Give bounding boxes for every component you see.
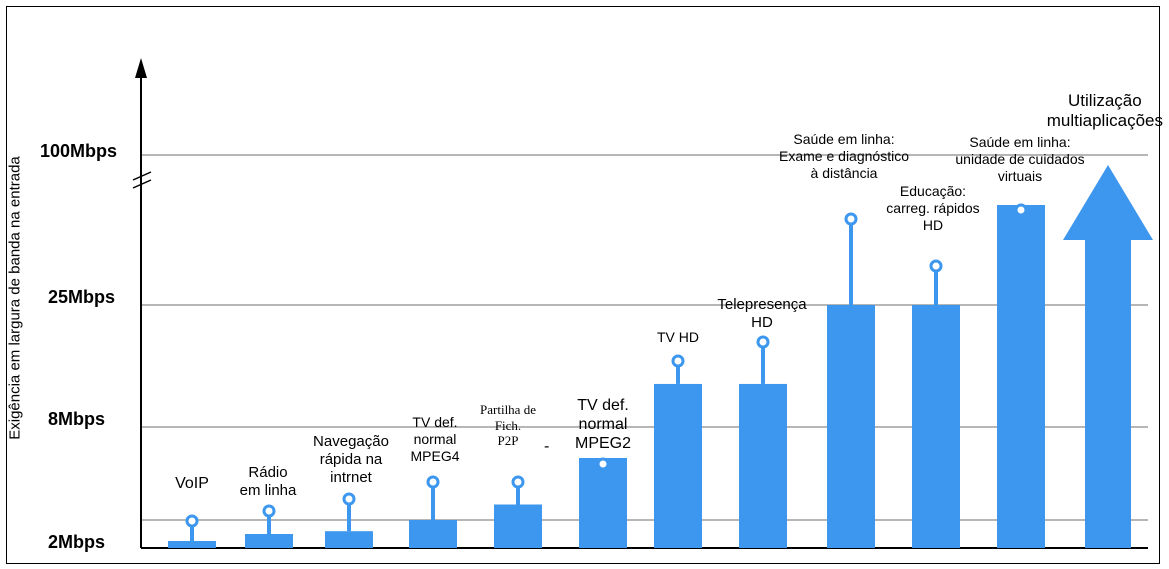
bar-node bbox=[262, 504, 276, 518]
bar-node bbox=[756, 335, 770, 349]
y-axis-label: Exigência em largura de banda na entrada bbox=[6, 156, 24, 440]
stray-dash-mark: - bbox=[544, 438, 550, 455]
category-label: TV HD bbox=[657, 329, 699, 345]
bar-arrow-multiapplication bbox=[1063, 165, 1153, 548]
bar bbox=[654, 383, 702, 548]
bar-node bbox=[844, 212, 858, 226]
axis-break-mark-1 bbox=[132, 171, 152, 181]
y-tick-label: 100Mbps bbox=[40, 141, 118, 161]
category-label: TV def. normal MPEG4 bbox=[410, 414, 460, 464]
category-label: Saúde em linha: Exame e diagnóstico à di… bbox=[779, 131, 909, 181]
bar-node bbox=[511, 475, 525, 489]
category-label: Educação: carreg. rápidos HD bbox=[886, 183, 980, 233]
bar bbox=[912, 305, 960, 548]
bar bbox=[325, 531, 373, 548]
bar bbox=[739, 383, 787, 548]
bar-node bbox=[671, 354, 685, 368]
category-label: Partilha de Fich. P2P bbox=[480, 402, 536, 449]
bar-node bbox=[1014, 203, 1028, 217]
bar-node bbox=[342, 492, 356, 506]
category-label: VoIP bbox=[175, 475, 209, 492]
category-label: Utilização multiaplicações bbox=[1046, 91, 1163, 131]
bar bbox=[168, 541, 216, 548]
category-label: Saúde em linha: unidade de cuidados virt… bbox=[955, 134, 1085, 184]
axes bbox=[132, 58, 1148, 549]
bar-node bbox=[426, 475, 440, 489]
y-tick-label: 25Mbps bbox=[48, 287, 116, 307]
bar bbox=[494, 504, 542, 548]
category-label: Telepresença HD bbox=[717, 296, 807, 331]
bar-node bbox=[929, 259, 943, 273]
bar bbox=[245, 534, 293, 548]
bar bbox=[579, 458, 627, 548]
grid-lines bbox=[141, 154, 1148, 521]
bar bbox=[997, 205, 1045, 548]
category-label: Rádio em linha bbox=[239, 464, 297, 499]
bar-node bbox=[185, 514, 199, 528]
category-label: TV def. normal MPEG2 bbox=[574, 397, 632, 453]
bar bbox=[409, 520, 457, 548]
y-tick-label: 8Mbps bbox=[48, 409, 106, 429]
bar-node bbox=[596, 457, 610, 471]
axis-break-mark-2 bbox=[132, 179, 152, 189]
bar bbox=[827, 305, 875, 548]
y-axis-arrow-icon bbox=[135, 58, 147, 78]
bars bbox=[168, 165, 1153, 548]
chart-frame bbox=[6, 6, 1160, 564]
y-tick-label: 2Mbps bbox=[48, 532, 106, 552]
category-label: Navegação rápida na intrnet bbox=[313, 433, 389, 486]
